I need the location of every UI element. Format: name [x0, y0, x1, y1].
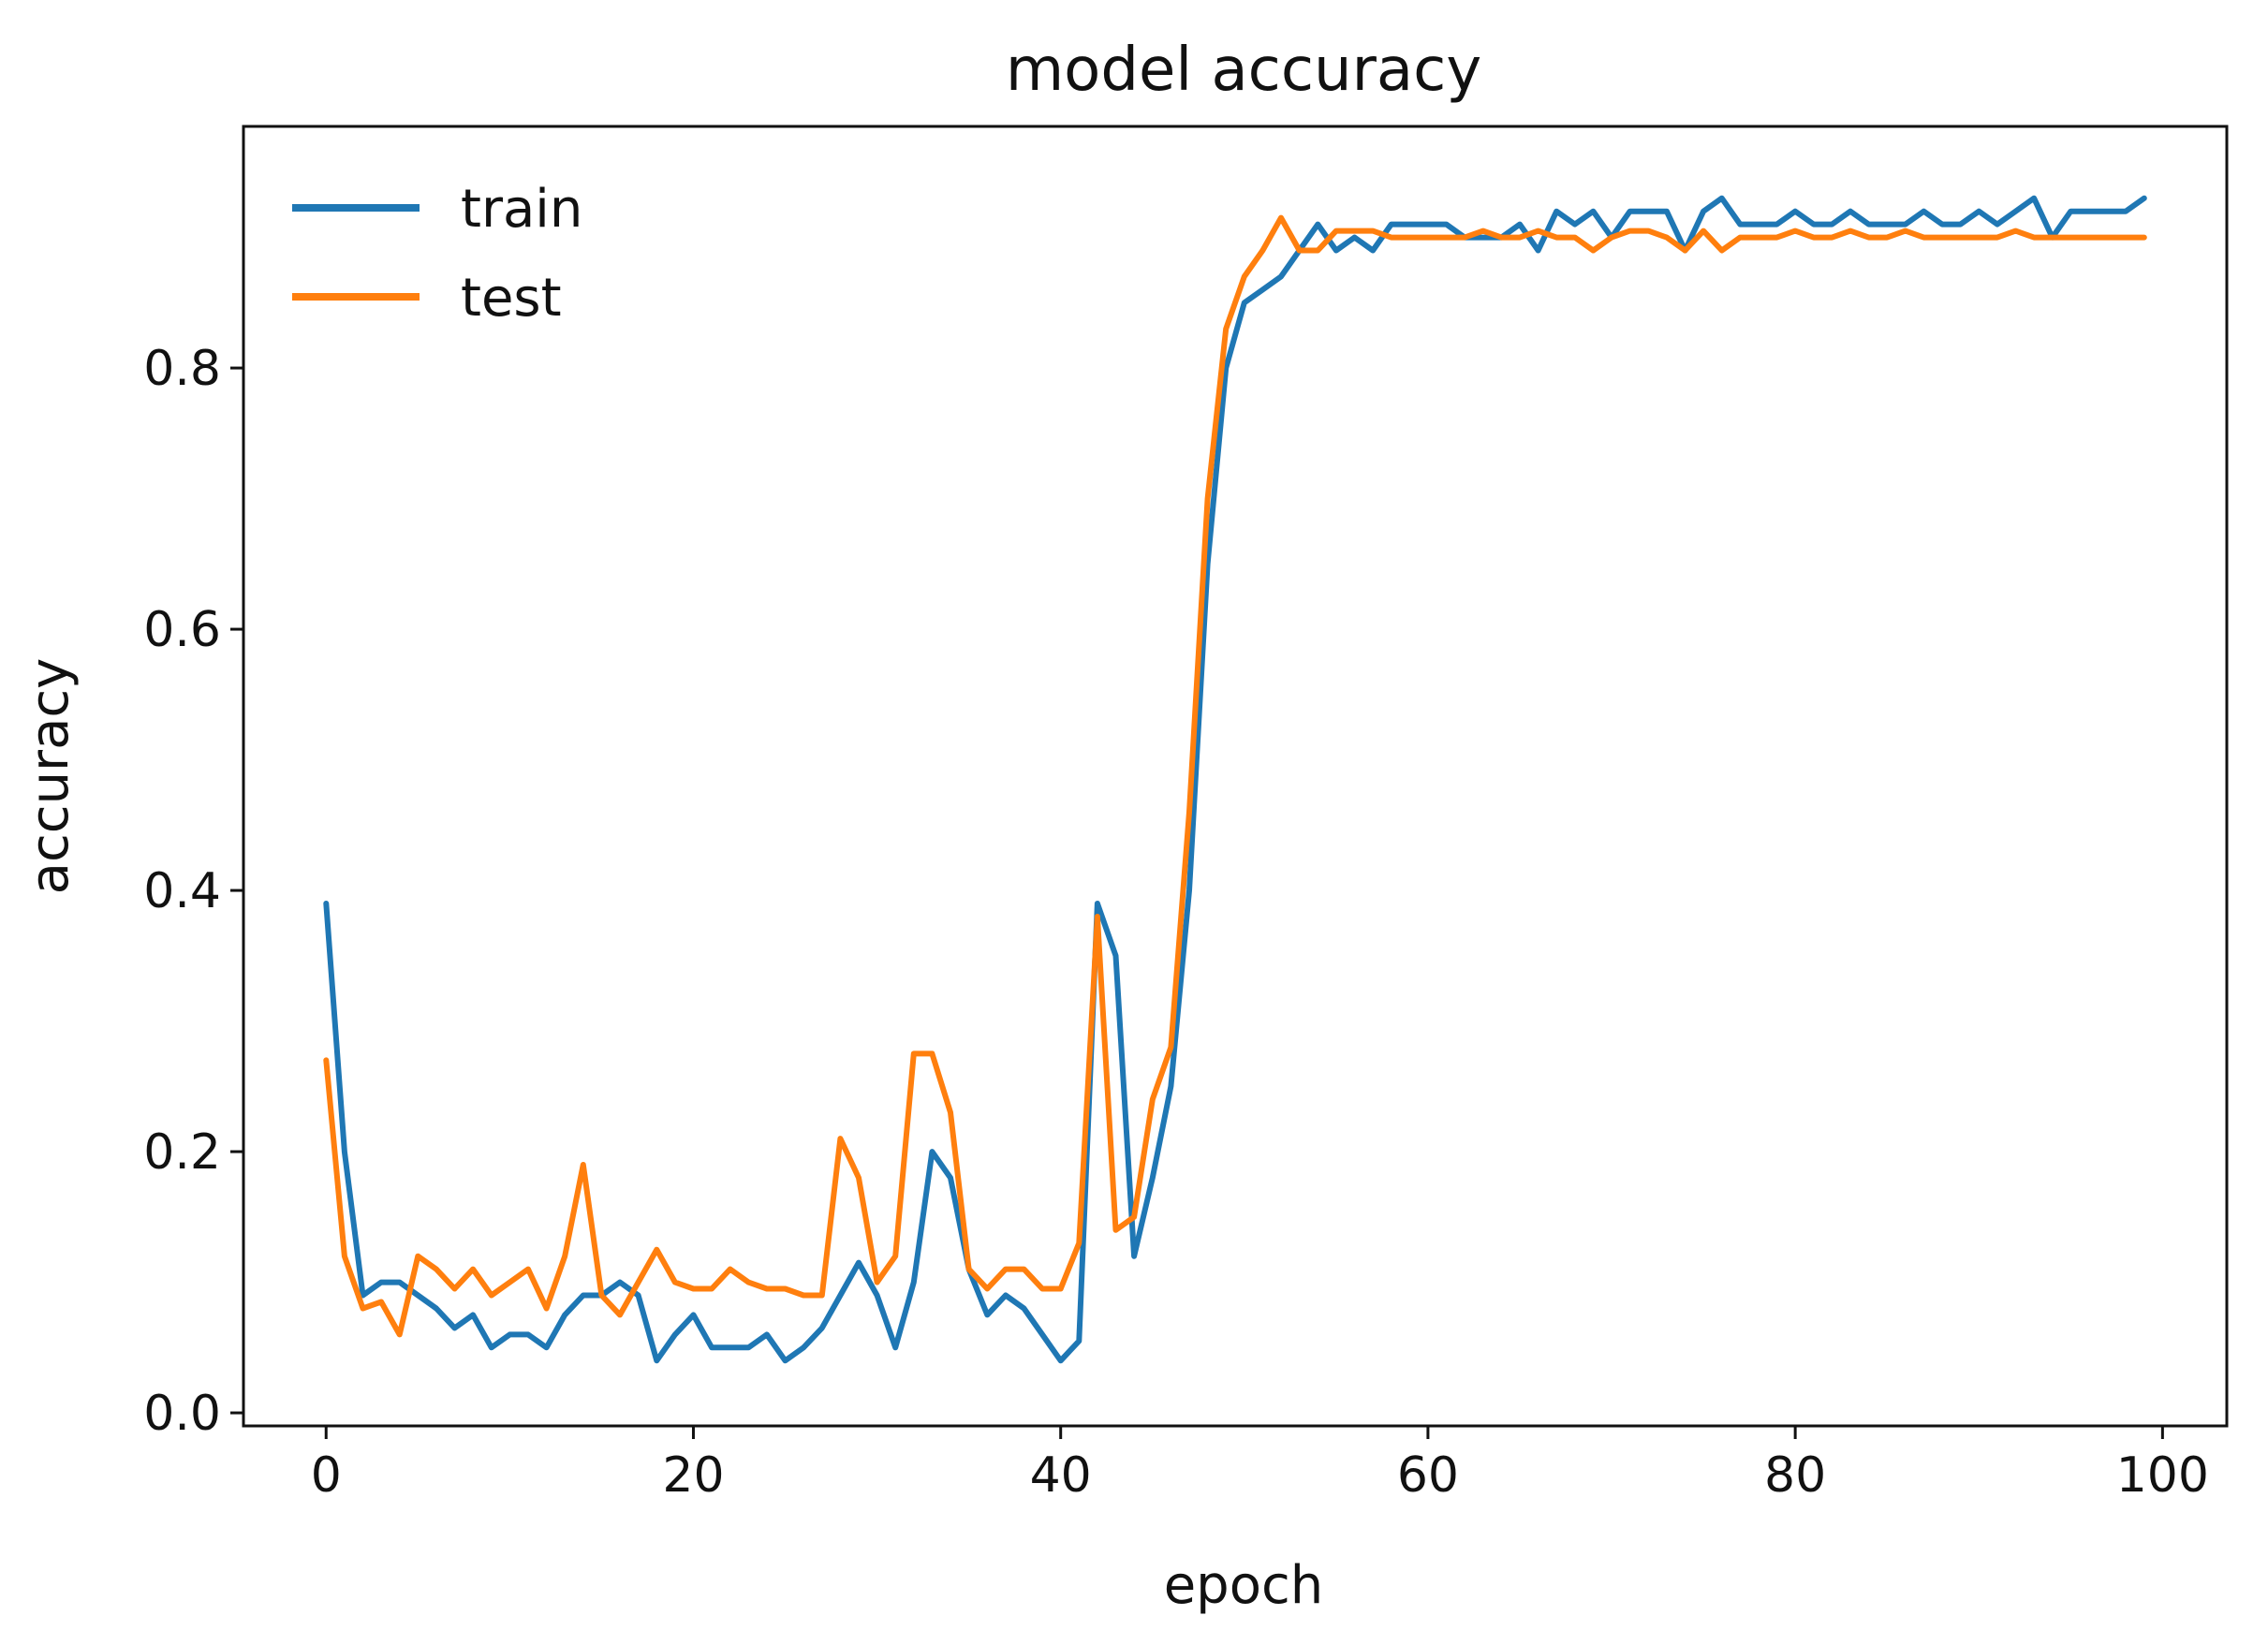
legend: train test [292, 179, 582, 329]
x-tick-label: 0 [311, 1447, 342, 1504]
y-tick-label: 0.4 [143, 863, 221, 919]
y-tick-label: 0.2 [143, 1124, 221, 1181]
legend-label-train: train [461, 179, 582, 240]
y-tick-label: 0.6 [143, 602, 221, 658]
x-tick-label: 20 [662, 1447, 724, 1504]
axis-ticks: 0 20 40 60 80 100 0.0 0.2 0.4 0.6 0.8 [143, 341, 2209, 1504]
y-axis-label: accuracy [20, 658, 81, 895]
chart-title: model accuracy [1006, 36, 1481, 105]
x-tick-label: 100 [2116, 1447, 2209, 1504]
series-layer [323, 195, 2147, 1364]
x-tick-label: 60 [1397, 1447, 1459, 1504]
series-line-train [323, 195, 2147, 1364]
x-axis-label: epoch [1164, 1555, 1324, 1616]
series-line-test [323, 214, 2147, 1338]
legend-label-test: test [461, 268, 562, 329]
plot-frame [242, 125, 2229, 1428]
y-tick-label: 0.0 [143, 1386, 221, 1442]
x-tick-label: 80 [1764, 1447, 1826, 1504]
x-tick-label: 40 [1030, 1447, 1092, 1504]
y-tick-label: 0.8 [143, 341, 221, 397]
